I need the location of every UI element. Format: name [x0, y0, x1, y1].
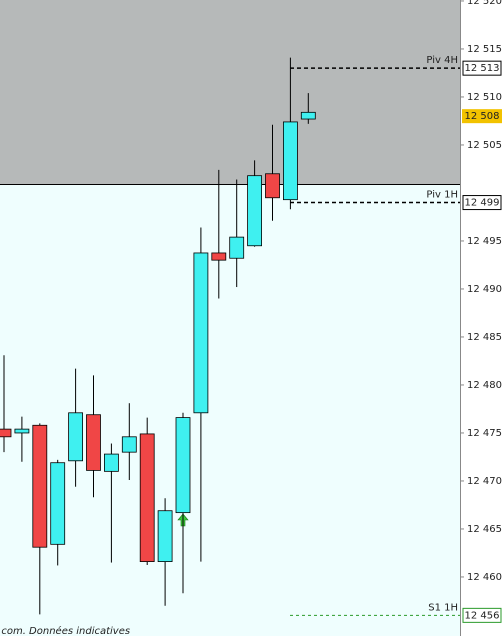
candle-body	[265, 173, 280, 199]
candle-body	[121, 436, 137, 453]
candle-body	[300, 111, 316, 120]
last-value: 12 508	[465, 111, 500, 122]
axis-panel	[460, 0, 502, 636]
candle-body	[0, 428, 12, 438]
last-badge	[462, 109, 502, 124]
footer: e.com. Données indicatives	[0, 625, 130, 636]
candle-body	[139, 433, 155, 563]
candle-body	[229, 236, 245, 259]
y-tick-label: 12 520	[467, 0, 502, 7]
candle-body	[86, 414, 101, 471]
y-tick-label: 12 465	[467, 524, 502, 535]
level-label: Piv 1H	[426, 190, 458, 201]
candle-body	[157, 510, 173, 563]
y-tick-label: 12 460	[467, 572, 502, 583]
candle-body	[32, 424, 48, 548]
candle-body	[193, 252, 209, 414]
level-badge	[462, 607, 502, 623]
level-value: 12 499	[465, 198, 500, 209]
level-badge	[462, 195, 502, 211]
y-tick-label: 12 505	[467, 140, 502, 151]
candle-body	[104, 453, 119, 472]
level-label: S1 1H	[428, 602, 458, 613]
y-tick-label: 12 510	[467, 92, 502, 103]
y-tick-label: 12 475	[467, 428, 502, 439]
lower-zone	[0, 184, 460, 636]
candle-body	[247, 175, 263, 247]
y-tick-label: 12 515	[467, 44, 502, 55]
candle-body	[175, 417, 191, 514]
level-value: 12 456	[465, 610, 500, 621]
y-tick-label: 12 485	[467, 332, 502, 343]
candle-body	[211, 252, 227, 261]
y-tick-label: 12 490	[467, 284, 502, 295]
y-tick-label: 12 470	[467, 476, 502, 487]
upper-zone	[0, 0, 460, 184]
level-value: 12 513	[465, 63, 500, 74]
y-tick-label: 12 495	[467, 236, 502, 247]
level-label: Piv 4H	[426, 55, 458, 66]
candle-body	[282, 121, 298, 201]
candle-body	[68, 412, 83, 462]
candle-body	[14, 428, 30, 434]
level-badge	[462, 60, 502, 76]
candle-body	[50, 462, 66, 545]
y-tick-label: 12 480	[467, 380, 502, 391]
